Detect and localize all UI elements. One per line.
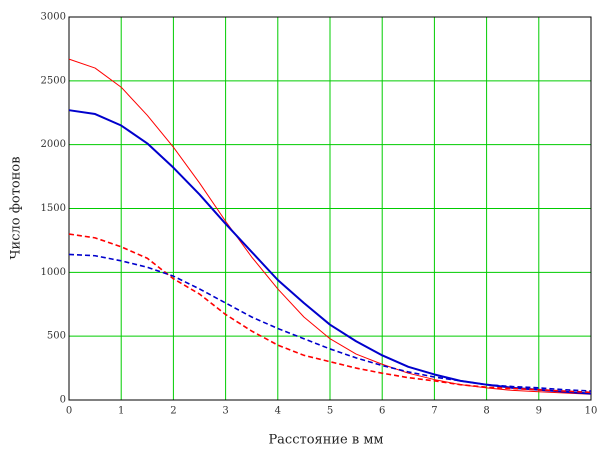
x-tick-label: 5 (327, 406, 333, 417)
y-tick-label: 1500 (41, 203, 66, 214)
x-tick-label: 8 (483, 406, 489, 417)
y-axis-label: Число фотонов (9, 156, 24, 259)
plot-frame (68, 16, 592, 401)
y-tick-label: 1000 (41, 267, 66, 278)
y-tick-label: 2000 (41, 139, 66, 150)
x-tick-label: 4 (275, 406, 281, 417)
line (68, 253, 592, 392)
x-tick-label: 3 (222, 406, 228, 417)
x-tick-label: 2 (170, 406, 176, 417)
x-axis-label: Расстояние в мм (268, 433, 383, 448)
x-tick-label: 0 (66, 406, 72, 417)
y-tick-label: 3000 (41, 12, 66, 23)
line (68, 58, 592, 395)
x-tick-label: 6 (379, 406, 385, 417)
x-tick-label: 10 (585, 406, 598, 417)
x-tick-label: 1 (118, 406, 124, 417)
y-tick-label: 2500 (41, 75, 66, 86)
line (68, 109, 592, 395)
y-tick-label: 0 (60, 395, 66, 406)
y-tick-label: 500 (47, 331, 66, 342)
x-tick-label: 7 (431, 406, 437, 417)
x-tick-label: 9 (536, 406, 542, 417)
